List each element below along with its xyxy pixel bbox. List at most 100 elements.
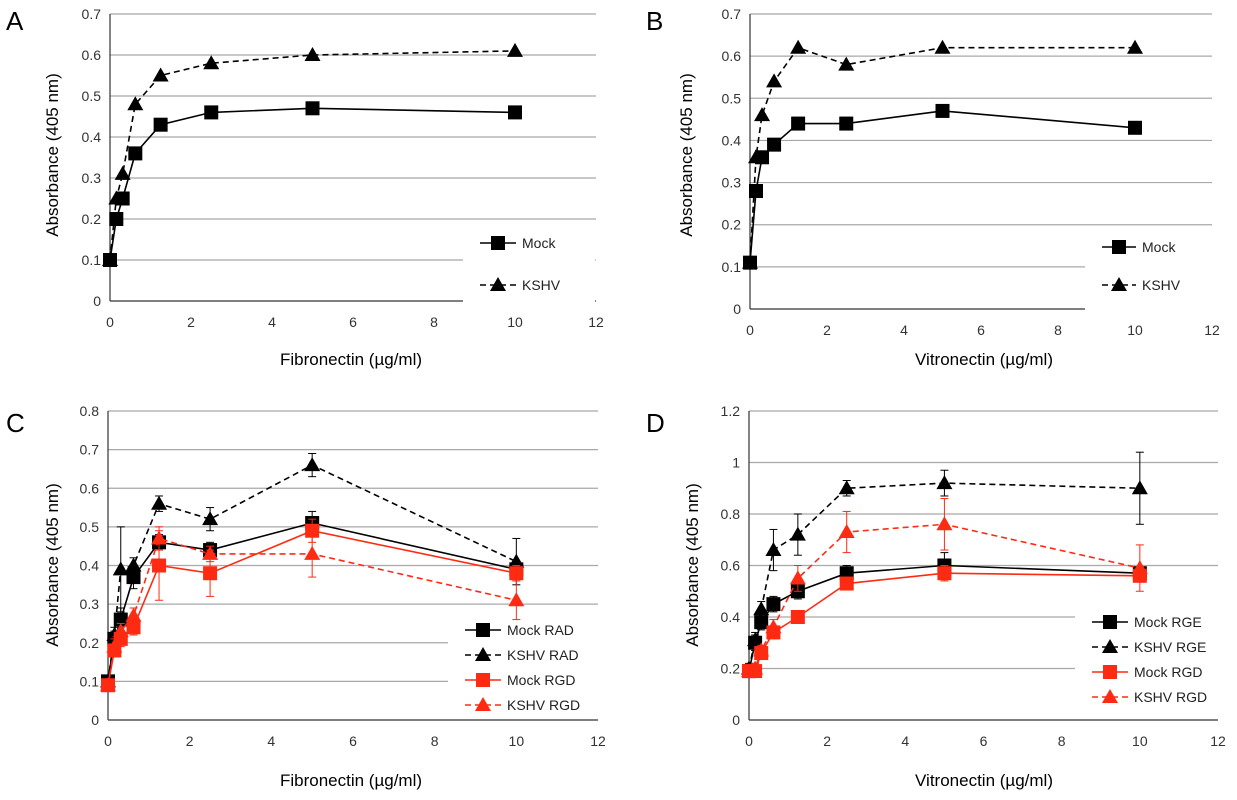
x-tick-label: 0 <box>104 733 112 749</box>
data-point <box>935 103 950 118</box>
data-point <box>1131 560 1148 575</box>
data-point <box>125 607 142 622</box>
data-point <box>934 39 951 54</box>
data-point <box>789 570 806 585</box>
data-point <box>937 566 952 581</box>
y-tick-label: 0.2 <box>721 661 741 677</box>
legend-entry: Mock RGD <box>465 672 575 688</box>
y-tick-label: 0.7 <box>722 6 742 22</box>
data-point <box>203 55 220 70</box>
data-point <box>765 619 782 634</box>
legend-marker <box>1102 689 1118 703</box>
x-tick-label: 8 <box>1058 733 1066 749</box>
data-point <box>304 457 321 472</box>
legend-label: KSHV RGE <box>1134 639 1206 655</box>
data-point <box>152 67 169 82</box>
data-point <box>153 117 168 132</box>
data-point <box>766 73 783 88</box>
y-axis-label: Absorbance (405 nm) <box>683 483 702 646</box>
y-tick-label: 0.6 <box>80 480 100 496</box>
series-line <box>109 107 516 261</box>
y-tick-label: 1.2 <box>721 403 741 419</box>
series-kshv-rad <box>100 452 525 688</box>
data-point <box>1128 120 1142 135</box>
series-kshv <box>102 42 523 266</box>
chart-panel-b: B Absorbance (405 nm) Vitronectin (µg/ml… <box>646 6 1220 369</box>
series-line <box>107 464 517 682</box>
data-point <box>304 47 321 61</box>
y-axis-label: Absorbance (405 nm) <box>677 73 696 236</box>
y-tick-label: 0.3 <box>722 175 742 191</box>
data-point <box>151 530 168 545</box>
y-tick-label: 0.1 <box>722 259 742 275</box>
data-point <box>109 212 124 226</box>
data-point <box>508 592 525 607</box>
y-tick-label: 1 <box>732 455 740 471</box>
data-point <box>202 511 219 526</box>
data-point <box>936 516 953 531</box>
data-point <box>305 101 320 116</box>
legend-label: KSHV RGD <box>507 697 580 713</box>
data-point <box>766 597 781 612</box>
panel-letter: B <box>646 6 663 36</box>
series-kshv-rgd <box>100 526 525 692</box>
data-point <box>152 558 167 573</box>
data-point <box>790 39 807 54</box>
y-tick-label: 0 <box>93 293 101 309</box>
y-tick-label: 0.3 <box>82 170 102 186</box>
x-tick-label: 12 <box>590 733 606 749</box>
legend-background <box>1075 606 1218 718</box>
panel-letter: D <box>646 408 665 438</box>
y-tick-label: 0.5 <box>80 519 100 535</box>
series-line <box>109 50 516 261</box>
data-point <box>125 557 142 572</box>
series-line <box>749 110 1136 263</box>
y-tick-label: 0.4 <box>722 132 742 148</box>
y-tick-label: 0.1 <box>82 252 102 268</box>
x-tick-label: 12 <box>1210 733 1226 749</box>
series-line <box>748 523 1141 672</box>
y-tick-label: 0.1 <box>80 673 100 689</box>
legend-marker <box>1103 665 1117 679</box>
legend-marker <box>491 236 505 250</box>
x-tick-label: 8 <box>430 314 438 330</box>
y-tick-label: 0 <box>733 301 741 317</box>
data-point <box>838 480 855 495</box>
x-axis-label: Fibronectin (µg/ml) <box>280 771 422 790</box>
y-tick-label: 0.4 <box>80 558 100 574</box>
data-point <box>127 96 144 111</box>
legend-label: Mock RGD <box>507 672 575 688</box>
x-tick-label: 6 <box>349 733 357 749</box>
x-tick-label: 2 <box>823 733 831 749</box>
data-point <box>304 545 321 560</box>
legend-label: KSHV <box>1142 277 1181 293</box>
y-tick-label: 0.6 <box>82 47 102 63</box>
data-point <box>151 495 168 510</box>
y-tick-label: 0.3 <box>80 596 100 612</box>
legend-label: Mock <box>1142 239 1176 255</box>
legend-marker <box>1102 639 1118 653</box>
legend-entry: KSHV <box>1102 277 1181 293</box>
x-tick-label: 8 <box>1054 322 1062 338</box>
y-tick-label: 0.4 <box>82 129 102 145</box>
legend-background <box>463 226 595 310</box>
x-tick-label: 4 <box>267 733 275 749</box>
data-point <box>108 190 125 205</box>
y-tick-label: 0.7 <box>82 6 102 22</box>
legend-entry: KSHV RGE <box>1092 639 1206 655</box>
x-tick-label: 4 <box>901 733 909 749</box>
x-tick-label: 12 <box>588 314 604 330</box>
x-axis-label: Fibronectin (µg/ml) <box>280 350 422 369</box>
y-axis-label: Absorbance (405 nm) <box>43 483 62 646</box>
data-point <box>112 623 129 638</box>
data-point <box>507 42 523 57</box>
data-point <box>753 642 770 657</box>
data-point <box>749 184 764 198</box>
legend-entry: KSHV RAD <box>465 647 579 663</box>
data-point <box>839 576 854 591</box>
x-tick-label: 0 <box>745 733 753 749</box>
legend-marker <box>1103 615 1117 629</box>
legend-marker <box>1112 240 1126 254</box>
data-point <box>767 137 782 152</box>
